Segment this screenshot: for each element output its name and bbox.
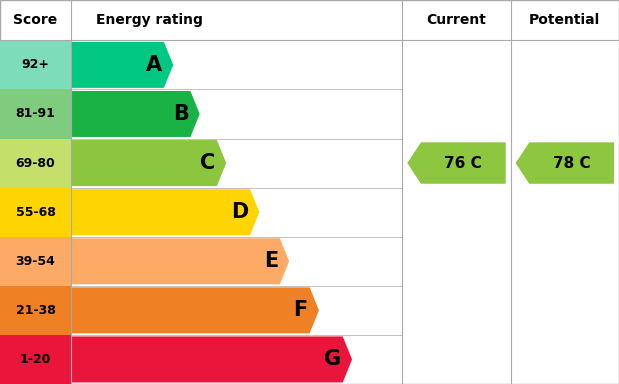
Bar	[0, 286, 71, 335]
Text: Current: Current	[426, 13, 487, 27]
Text: 1-20: 1-20	[20, 353, 51, 366]
Text: 81-91: 81-91	[15, 108, 56, 121]
Text: A: A	[146, 55, 162, 75]
Text: Score: Score	[14, 13, 58, 27]
Text: E: E	[264, 251, 278, 271]
Bar	[0, 139, 71, 188]
Text: D: D	[231, 202, 248, 222]
Text: 92+: 92+	[22, 58, 50, 71]
Text: Energy rating: Energy rating	[96, 13, 203, 27]
Text: F: F	[293, 300, 308, 320]
Polygon shape	[516, 142, 614, 184]
Text: 55-68: 55-68	[15, 206, 56, 218]
Bar	[0, 89, 71, 139]
Polygon shape	[71, 42, 173, 88]
Text: 78 C: 78 C	[553, 156, 591, 170]
Text: B: B	[173, 104, 189, 124]
Text: 69-80: 69-80	[15, 157, 56, 170]
Text: 76 C: 76 C	[444, 156, 482, 170]
Polygon shape	[407, 142, 506, 184]
Bar	[0, 40, 71, 89]
Bar	[0, 188, 71, 237]
Bar	[0, 335, 71, 384]
Polygon shape	[71, 189, 259, 235]
Text: C: C	[200, 153, 215, 173]
Text: Potential: Potential	[529, 13, 600, 27]
Text: 39-54: 39-54	[15, 255, 56, 268]
Bar	[0, 237, 71, 286]
Text: G: G	[324, 349, 341, 369]
Polygon shape	[71, 336, 352, 382]
Polygon shape	[71, 91, 200, 137]
Polygon shape	[71, 287, 319, 333]
Polygon shape	[71, 238, 289, 284]
Text: 21-38: 21-38	[15, 304, 56, 317]
Polygon shape	[71, 140, 226, 186]
